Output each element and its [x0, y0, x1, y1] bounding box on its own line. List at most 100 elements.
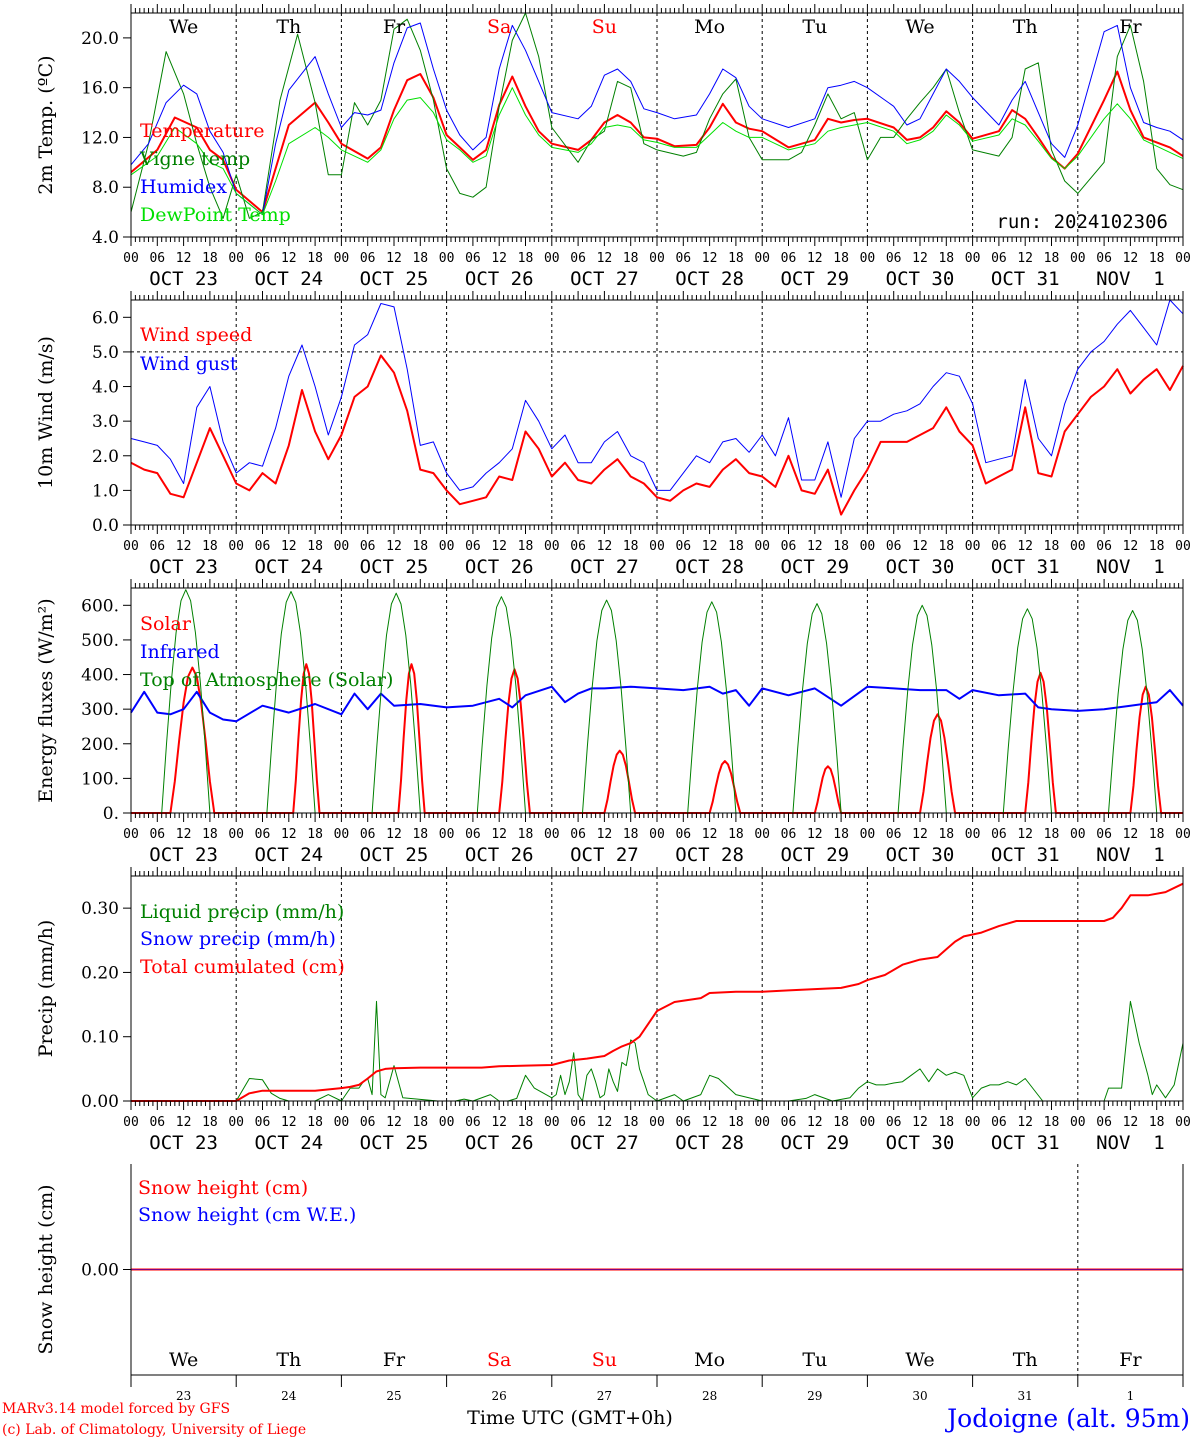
hour-tick-label: 12	[597, 539, 613, 554]
hour-tick-label: 06	[465, 827, 481, 842]
hour-tick-label: 00	[228, 1115, 244, 1130]
hour-tick-label: 18	[1044, 1115, 1060, 1130]
energy-axes: 0. 100. 200. 300. 400. 500. 600. 00 06 12 18 00 06 12…	[81, 579, 1191, 866]
top-day-label: Th	[1013, 16, 1038, 38]
date-label: OCT 31	[991, 844, 1060, 866]
y-tick-label: 8.0	[92, 178, 119, 198]
hour-tick-label: 06	[255, 539, 271, 554]
date-label: OCT 25	[360, 556, 429, 578]
date-label: OCT 26	[465, 268, 534, 290]
hour-tick-label: 18	[307, 1115, 323, 1130]
hour-tick-label: 12	[597, 827, 613, 842]
hour-tick-label: 06	[886, 827, 902, 842]
hour-tick-label: 12	[912, 1115, 928, 1130]
hour-tick-label: 06	[1096, 827, 1112, 842]
legend-snow-height-we: Snow height (cm W.E.)	[138, 1204, 356, 1226]
hour-tick-label: 06	[570, 1115, 586, 1130]
date-label: OCT 30	[886, 1132, 955, 1154]
hour-tick-label: 18	[307, 539, 323, 554]
hour-tick-label: 00	[544, 539, 560, 554]
wind-legend: Wind speed Wind gust	[140, 324, 252, 375]
date-label: OCT 23	[149, 844, 218, 866]
hour-tick-label: 00	[965, 539, 981, 554]
hour-tick-label: 06	[781, 1115, 797, 1130]
hour-tick-label: 18	[518, 251, 534, 266]
y-tick-label: 0.20	[81, 963, 119, 983]
hour-tick-label: 12	[491, 251, 507, 266]
hour-tick-label: 12	[1123, 1115, 1139, 1130]
series-line-infrared	[130, 685, 1184, 723]
legend-total-cumulated: Total cumulated (cm)	[140, 956, 345, 978]
hour-tick-label: 06	[886, 251, 902, 266]
date-label: OCT 28	[675, 1132, 744, 1154]
hour-tick-label: 00	[649, 539, 665, 554]
series-line-wind-speed	[130, 354, 1184, 516]
bottom-day-label: Sa	[487, 1349, 511, 1371]
legend-vigne-temp: Vigne temp	[139, 148, 250, 170]
hour-tick-label: 00	[860, 539, 876, 554]
precip-axes: 0.00 0.10 0.20 0.30 00 06 12 18 00 06 12 18 00 06 12 18…	[81, 867, 1191, 1154]
precip-y-axis-label: Precip (mm/h)	[35, 920, 57, 1058]
hour-tick-label: 00	[754, 251, 770, 266]
hour-tick-label: 18	[518, 1115, 534, 1130]
date-label: OCT 30	[886, 844, 955, 866]
hour-tick-label: 00	[1070, 1115, 1086, 1130]
date-label: OCT 27	[570, 844, 639, 866]
date-label: NOV 1	[1096, 844, 1165, 866]
y-tick-label: 3.0	[92, 412, 119, 432]
hour-tick-label: 18	[1149, 251, 1165, 266]
hour-tick-label: 18	[412, 827, 428, 842]
hour-tick-label: 12	[491, 827, 507, 842]
bottom-day-number: 31	[1018, 1389, 1033, 1403]
hour-tick-label: 12	[702, 827, 718, 842]
series-line-liquid-precip-mm-h-	[131, 1000, 1184, 1102]
date-label: OCT 31	[991, 556, 1060, 578]
top-day-label: Sa	[487, 16, 511, 38]
top-day-label: Su	[592, 16, 617, 38]
energy-day-gridlines	[235, 588, 1079, 813]
run-annotation: run: 2024102306	[996, 211, 1168, 233]
y-tick-label: 20.0	[81, 29, 119, 49]
hour-tick-label: 00	[649, 827, 665, 842]
precip-day-gridlines	[235, 876, 1079, 1101]
date-label: OCT 31	[991, 268, 1060, 290]
hour-tick-label: 00	[334, 1115, 350, 1130]
top-day-label: We	[169, 16, 198, 38]
y-tick-label: 100.	[81, 769, 119, 789]
hour-tick-label: 18	[1044, 827, 1060, 842]
hour-tick-label: 12	[176, 827, 192, 842]
hour-tick-label: 00	[860, 251, 876, 266]
hour-tick-label: 12	[597, 1115, 613, 1130]
legend-wind-gust: Wind gust	[140, 353, 238, 375]
hour-tick-label: 12	[281, 827, 297, 842]
legend-dewpoint-temp: DewPoint Temp	[140, 204, 291, 226]
series-line-temperature	[130, 70, 1184, 214]
top-day-label: Tu	[802, 16, 827, 38]
hour-tick-label: 06	[360, 251, 376, 266]
temp-series	[130, 12, 1184, 219]
snow-legend: Snow height (cm) Snow height (cm W.E.)	[138, 1177, 356, 1226]
hour-tick-label: 12	[807, 539, 823, 554]
hour-tick-label: 12	[597, 251, 613, 266]
temp-legend: Temperature Vigne temp Humidex DewPoint …	[139, 120, 291, 226]
wind-day-gridlines	[131, 300, 1183, 525]
bottom-day-label: Fr	[1119, 1349, 1142, 1371]
bottom-day-label: Tu	[802, 1349, 827, 1371]
energy-series	[130, 589, 1184, 814]
date-label: NOV 1	[1096, 556, 1165, 578]
x-axis-title: Time UTC (GMT+0h)	[467, 1407, 673, 1429]
y-tick-label: 600.	[81, 596, 119, 616]
top-day-label: Fr	[1119, 16, 1142, 38]
hour-tick-label: 12	[386, 827, 402, 842]
hour-tick-label: 18	[307, 827, 323, 842]
y-tick-label: 0.30	[81, 899, 119, 919]
hour-tick-label: 18	[938, 827, 954, 842]
hour-tick-label: 06	[149, 251, 165, 266]
hour-tick-label: 00	[334, 251, 350, 266]
y-tick-label: 16.0	[81, 79, 119, 99]
hour-tick-label: 00	[544, 1115, 560, 1130]
legend-liquid-precip: Liquid precip (mm/h)	[140, 901, 344, 923]
date-label: NOV 1	[1096, 268, 1165, 290]
y-tick-label: 4.0	[92, 228, 119, 248]
hour-tick-label: 06	[255, 827, 271, 842]
